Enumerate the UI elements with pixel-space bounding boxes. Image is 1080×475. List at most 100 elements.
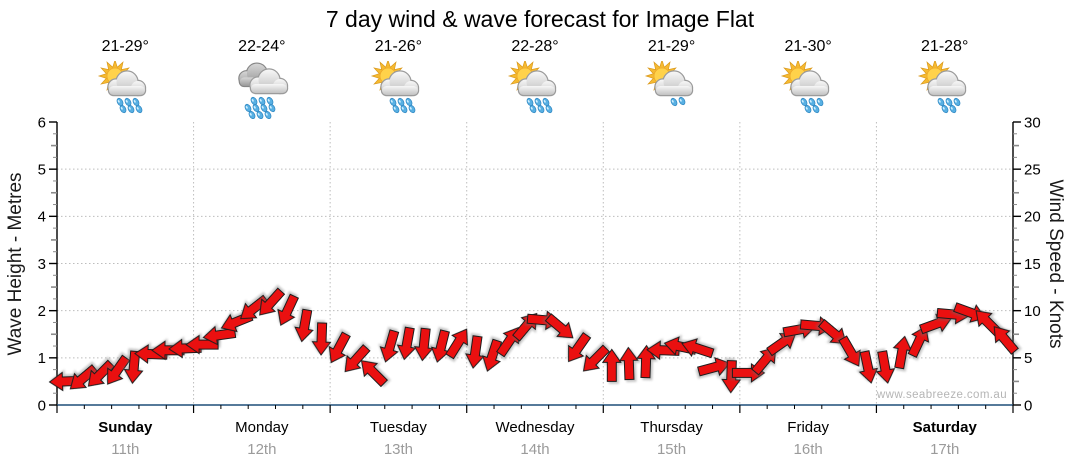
sun-cloud-showers-icon bbox=[917, 58, 966, 114]
raindrop-icon bbox=[537, 104, 545, 114]
wind-arrow bbox=[817, 318, 847, 345]
raindrop-icon bbox=[678, 96, 685, 106]
wind-arrow bbox=[568, 332, 592, 363]
wind-arrow bbox=[636, 344, 657, 379]
day-name: Friday bbox=[787, 419, 829, 436]
day-date: 17th bbox=[930, 441, 960, 458]
wind-arrow bbox=[601, 348, 622, 382]
cloud-icon bbox=[380, 70, 420, 97]
weather-icon-wrap bbox=[876, 58, 1013, 119]
wind-arrow bbox=[697, 357, 731, 377]
wind-arrow bbox=[311, 322, 332, 356]
wind-arrow bbox=[544, 313, 574, 339]
wind-arrow bbox=[482, 338, 503, 372]
day-date: 12th bbox=[247, 441, 277, 458]
temperature-range: 21-29° bbox=[101, 38, 149, 55]
day-column-header: 22-24° bbox=[194, 38, 331, 120]
day-column-header: 21-29° bbox=[603, 38, 740, 119]
right-axis-tick-label: 10 bbox=[1024, 303, 1041, 320]
cloud-icon bbox=[790, 70, 830, 97]
raindrop-icon bbox=[132, 97, 140, 107]
raindrop-icon bbox=[949, 104, 957, 114]
wind-arrow bbox=[858, 350, 879, 384]
wind-arrow bbox=[259, 287, 286, 316]
cloud-icon bbox=[653, 70, 693, 97]
raindrop-icon bbox=[812, 104, 820, 114]
raindrop-icon bbox=[953, 97, 961, 107]
wind-arrow bbox=[277, 293, 300, 326]
raindrop-icon bbox=[264, 110, 272, 120]
wind-arrow bbox=[379, 329, 400, 363]
wind-arrow bbox=[875, 350, 896, 384]
wind-arrow bbox=[445, 328, 468, 360]
day-name: Tuesday bbox=[369, 419, 427, 436]
left-axis-tick-label: 2 bbox=[38, 303, 46, 320]
left-axis-tick-label: 4 bbox=[38, 209, 46, 226]
day-name: Sunday bbox=[98, 419, 153, 436]
wind-arrow bbox=[907, 325, 930, 358]
temperature-range: 21-26° bbox=[374, 38, 423, 55]
raindrop-icon bbox=[393, 104, 400, 114]
wind-arrow bbox=[87, 359, 115, 387]
temperature-range: 21-28° bbox=[921, 38, 969, 55]
wind-arrow bbox=[328, 331, 351, 364]
day-name: Saturday bbox=[912, 419, 977, 436]
wind-arrow bbox=[681, 338, 715, 359]
watermark: www.seabreeze.com.au bbox=[876, 389, 1007, 401]
cloud-icon bbox=[517, 70, 557, 97]
wind-arrow bbox=[396, 326, 417, 361]
wind-arrow bbox=[294, 308, 314, 343]
day-column-header: 21-30° bbox=[740, 38, 877, 119]
sun-cloud-showers-icon bbox=[780, 58, 830, 114]
day-column-header: 21-28° bbox=[876, 38, 1013, 119]
raindrop-icon bbox=[127, 104, 135, 114]
day-column-label: Friday 16th bbox=[740, 419, 877, 458]
wind-arrow bbox=[413, 327, 434, 362]
left-axis-tick-label: 5 bbox=[38, 161, 46, 178]
right-axis-tick-label: 5 bbox=[1024, 350, 1032, 367]
wind-arrow bbox=[123, 350, 144, 385]
wind-arrow bbox=[993, 326, 1019, 355]
wind-arrow bbox=[618, 346, 639, 381]
sun-cloud-showers-icon bbox=[507, 58, 557, 114]
wind-arrow bbox=[430, 329, 451, 363]
weather-icon-wrap bbox=[57, 58, 194, 119]
temperature-range: 22-28° bbox=[511, 38, 559, 55]
day-name: Monday bbox=[235, 419, 289, 436]
raindrop-icon bbox=[256, 110, 264, 120]
clouds-rain-icon bbox=[238, 62, 289, 120]
raindrop-icon bbox=[816, 97, 824, 107]
raindrop-icon bbox=[268, 103, 276, 113]
raindrop-icon bbox=[248, 110, 256, 120]
wind-arrow bbox=[766, 333, 797, 357]
raindrop-icon bbox=[670, 97, 677, 107]
cloud-icon bbox=[249, 68, 289, 95]
left-axis-tick-label: 1 bbox=[38, 350, 46, 367]
wind-arrow bbox=[918, 313, 953, 335]
right-axis-tick-label: 25 bbox=[1024, 161, 1041, 178]
day-date: 13th bbox=[383, 441, 414, 458]
raindrop-icon bbox=[804, 104, 812, 114]
weather-icon-wrap bbox=[330, 58, 467, 119]
day-column-header: 21-26° bbox=[330, 38, 467, 119]
cloud-icon bbox=[107, 70, 147, 97]
weather-icon-wrap bbox=[740, 58, 877, 119]
sun-cloud-showers-icon bbox=[98, 58, 147, 114]
day-date: 16th bbox=[793, 441, 823, 458]
temperature-range: 21-30° bbox=[784, 38, 832, 55]
right-axis-tick-label: 30 bbox=[1024, 114, 1041, 131]
wind-arrow bbox=[838, 335, 861, 367]
wind-arrow bbox=[107, 354, 131, 385]
left-axis-tick-label: 3 bbox=[38, 256, 46, 273]
day-column-label: Wednesday 14th bbox=[467, 419, 604, 458]
day-column-label: Thursday 15th bbox=[603, 419, 740, 458]
sun-cloud-light-showers-icon bbox=[644, 58, 693, 107]
raindrop-icon bbox=[119, 104, 127, 114]
day-column-label: Sunday 11th bbox=[57, 419, 194, 458]
wind-arrow bbox=[344, 344, 371, 373]
raindrop-icon bbox=[135, 104, 143, 114]
raindrop-icon bbox=[409, 104, 416, 114]
raindrop-icon bbox=[545, 104, 553, 114]
day-name: Thursday bbox=[640, 419, 703, 436]
